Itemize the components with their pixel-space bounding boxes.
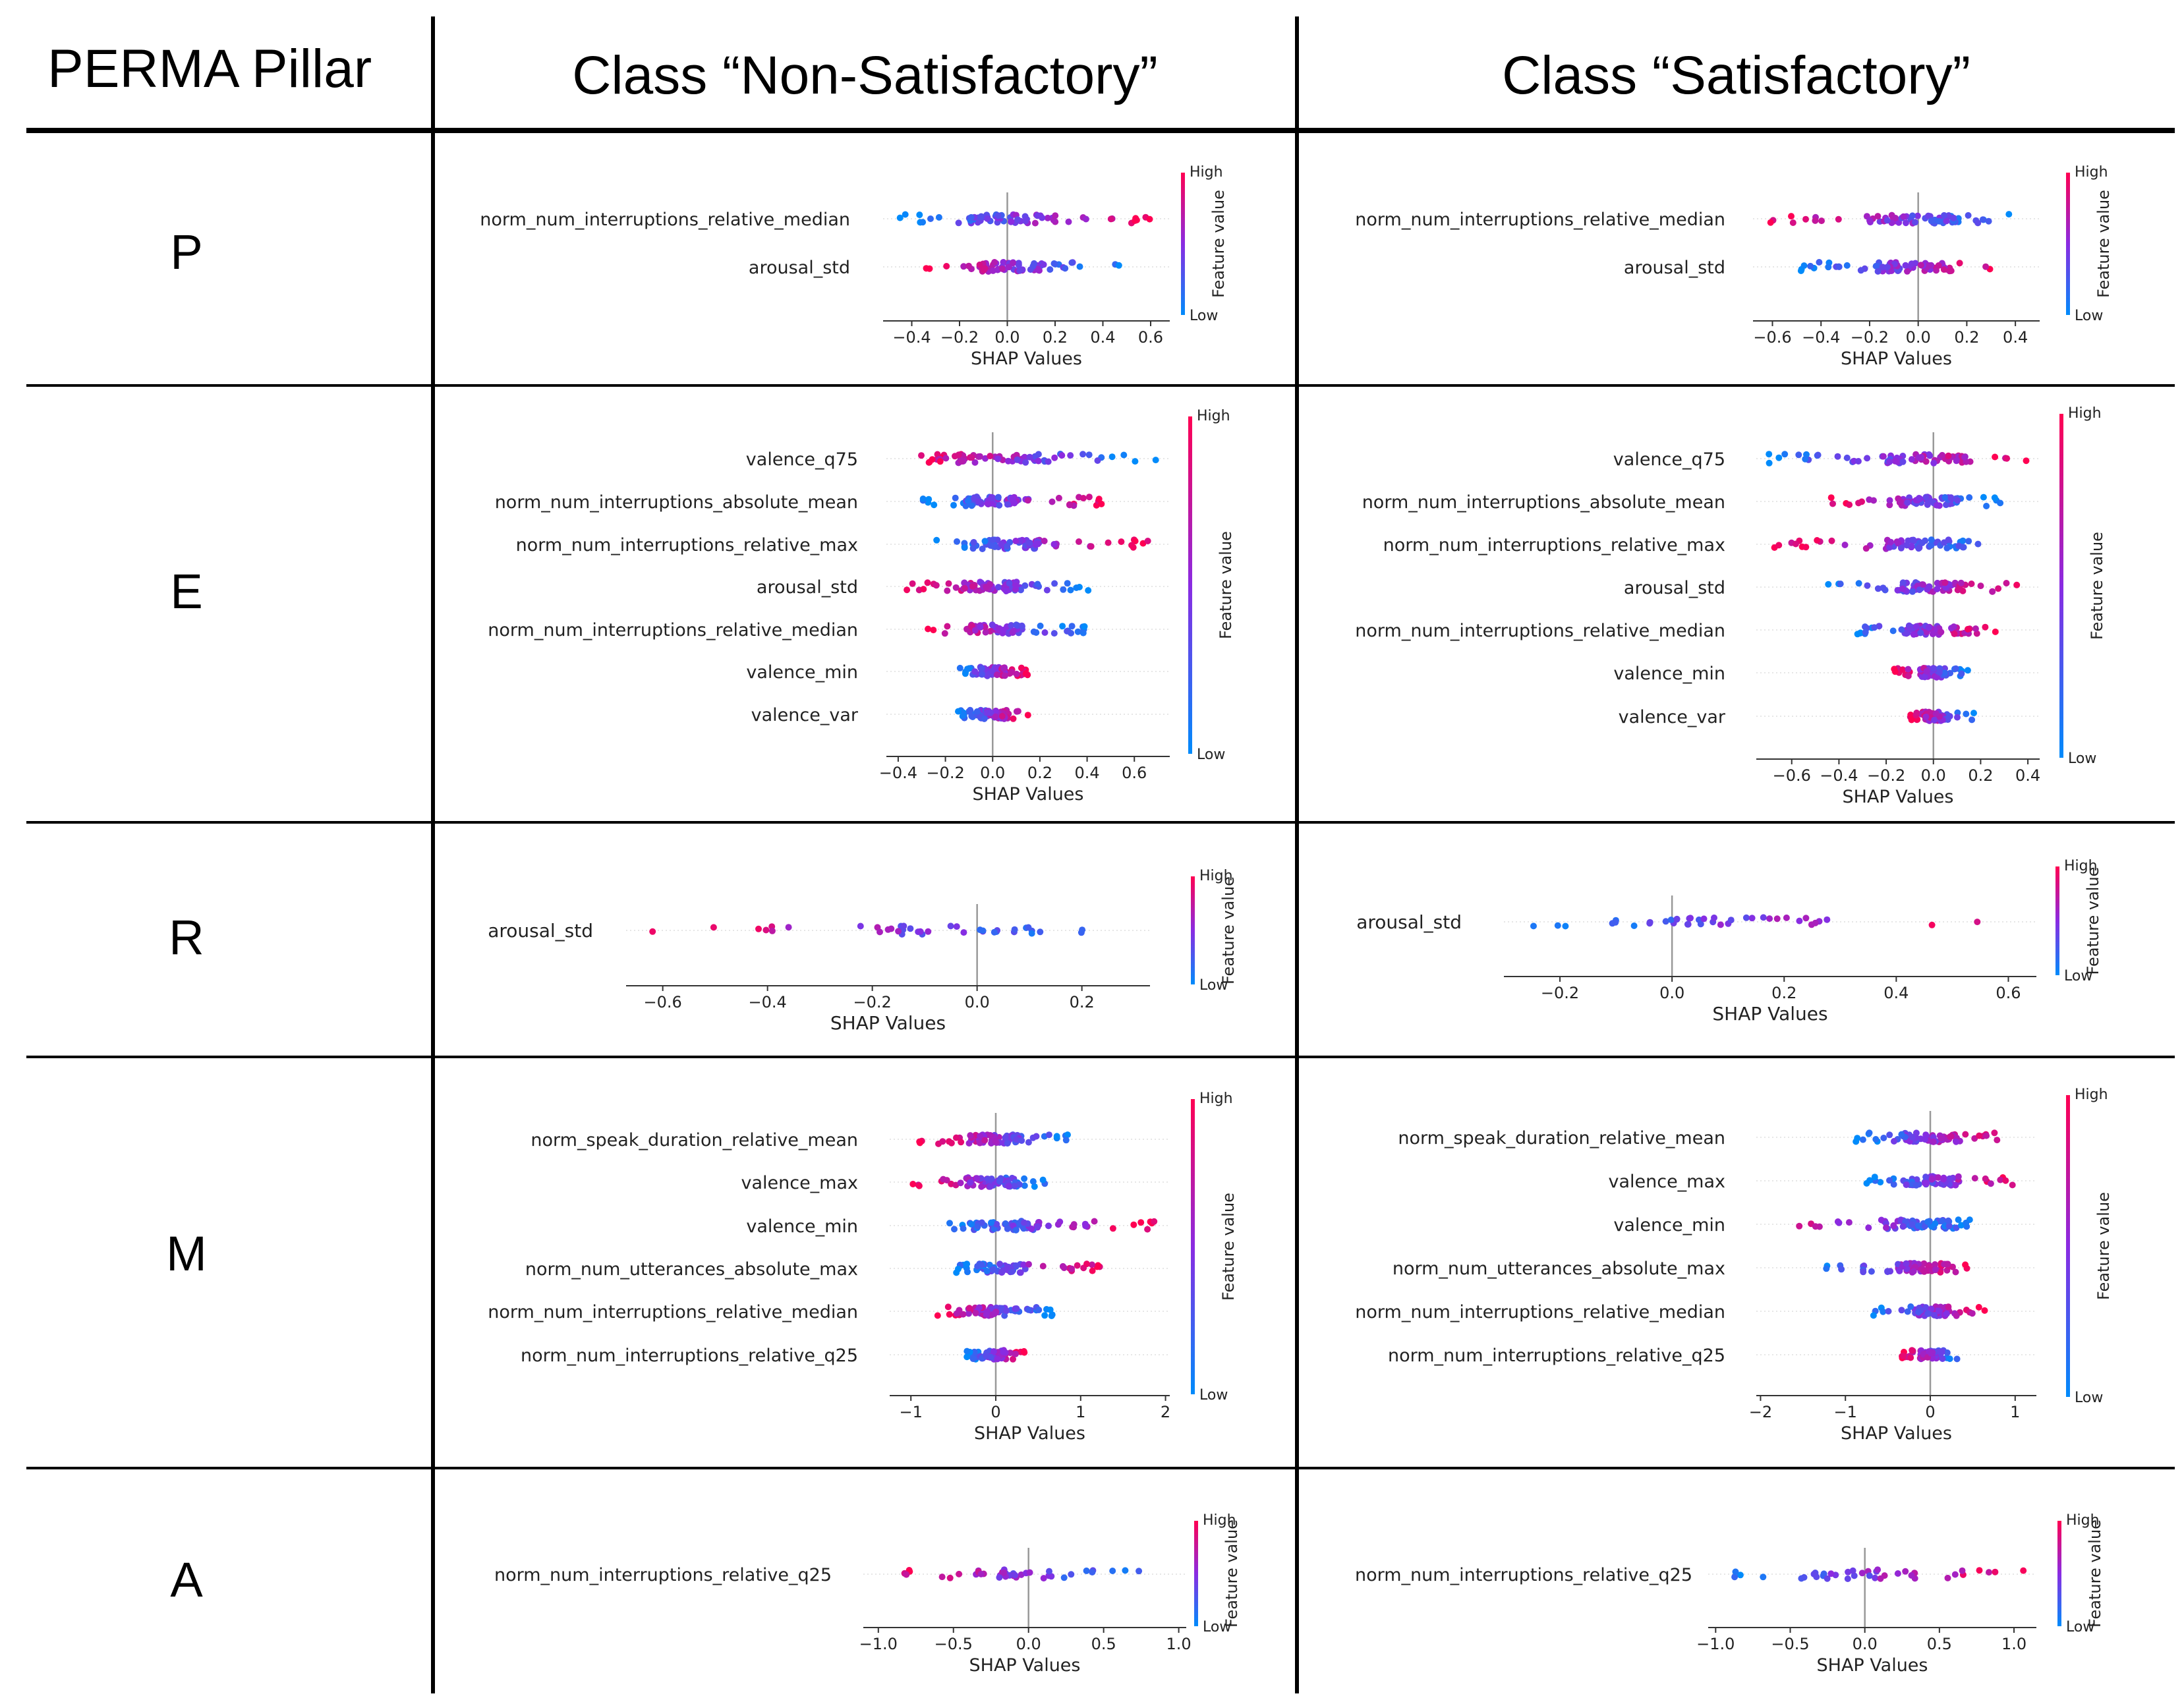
pillar-label-a: A [170, 1552, 203, 1607]
pillar-label-r: R [169, 910, 204, 965]
pillar-label-e: E [170, 564, 203, 619]
pillar-label-p: P [170, 225, 203, 279]
header-non-satisfactory: Class “Non-Satisfactory” [572, 45, 1158, 105]
pillar-label-m: M [166, 1226, 207, 1281]
header-pillar: PERMA Pillar [47, 39, 372, 99]
header-satisfactory: Class “Satisfactory” [1502, 45, 1970, 105]
